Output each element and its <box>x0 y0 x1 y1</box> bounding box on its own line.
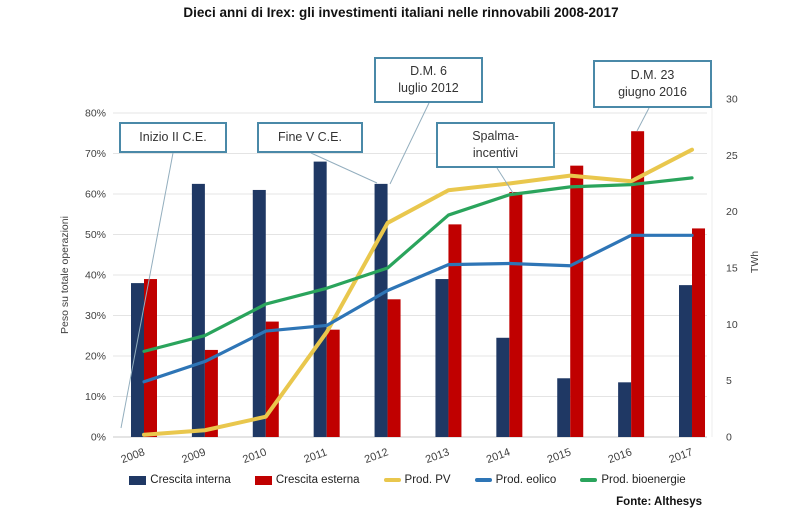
y-axis-right-tick-15: 15 <box>726 263 738 275</box>
bar-crescita-esterna-2013 <box>448 224 462 437</box>
x-axis-tick-2012: 2012 <box>363 446 390 466</box>
annotation-leader-fine-v-ce <box>310 152 378 184</box>
bar-crescita-interna-2011 <box>313 161 327 437</box>
x-axis-tick-2014: 2014 <box>485 446 512 466</box>
bar-crescita-esterna-2011 <box>326 329 340 437</box>
x-axis-tick-2016: 2016 <box>607 446 634 466</box>
annotation-leader-inizio-ii-ce <box>120 152 174 429</box>
bar-crescita-interna-2008 <box>131 283 144 437</box>
annotation-inizio-ii-ce: Inizio II C.E. <box>119 122 227 153</box>
y-axis-left-tick-60%: 60% <box>85 189 106 201</box>
bar-crescita-esterna-2009 <box>204 349 218 437</box>
legend-label-crescita-esterna: Crescita esterna <box>275 474 360 486</box>
legend-label-prod-pv: Prod. PV <box>404 474 451 486</box>
bar-crescita-interna-2012 <box>374 183 388 437</box>
annotation-dm-6-luglio-2012: D.M. 6 luglio 2012 <box>374 57 483 103</box>
y-axis-left-tick-0%: 0% <box>91 432 106 444</box>
line-prod-eolico <box>142 233 694 384</box>
bar-crescita-esterna-2016 <box>631 131 645 437</box>
line-prod-pv <box>142 147 695 437</box>
line-prod-bioenergie <box>142 176 694 353</box>
bar-crescita-esterna-2017 <box>692 228 706 437</box>
bar-crescita-interna-2013 <box>435 279 449 437</box>
bar-crescita-interna-2016 <box>618 382 632 437</box>
annotation-spalma-incentivi: Spalma- incentivi <box>436 122 555 168</box>
bar-crescita-interna-2017 <box>679 285 693 437</box>
bar-crescita-esterna-2015 <box>570 165 584 437</box>
legend-item-prod-eolico: Prod. eolico <box>474 474 557 486</box>
legend-item-prod-pv: Prod. PV <box>383 474 451 486</box>
legend-swatch-crescita-interna <box>129 475 147 485</box>
chart-title: Dieci anni di Irex: gli investimenti ita… <box>183 5 619 20</box>
y-axis-right-tick-10: 10 <box>726 319 738 331</box>
y-axis-left-tick-40%: 40% <box>85 270 106 282</box>
y-axis-right-tick-25: 25 <box>726 150 738 162</box>
y-axis-left-tick-10%: 10% <box>85 391 106 403</box>
y-axis-left-tick-30%: 30% <box>85 310 106 322</box>
legend-swatch-prod-bioenergie <box>580 478 598 482</box>
y-axis-right-tick-30: 30 <box>726 94 738 106</box>
legend-swatch-crescita-esterna <box>254 475 272 485</box>
legend-item-crescita-interna: Crescita interna <box>129 474 231 486</box>
annotation-dm-23-giugno-2016: D.M. 23 giugno 2016 <box>593 60 712 108</box>
y-axis-right-tick-5: 5 <box>726 375 732 387</box>
legend-label-prod-eolico: Prod. eolico <box>495 474 557 486</box>
bar-crescita-interna-2015 <box>557 378 571 437</box>
y-axis-right-title: TWh <box>749 251 761 273</box>
x-axis-tick-2010: 2010 <box>241 446 268 466</box>
source-label: Fonte: Althesys <box>616 496 702 508</box>
y-axis-left-tick-50%: 50% <box>85 229 106 241</box>
x-axis-tick-2008: 2008 <box>119 446 146 466</box>
bar-crescita-esterna-2010 <box>265 321 279 437</box>
x-axis-tick-2009: 2009 <box>180 446 207 466</box>
chart-legend: Crescita interna Crescita esterna Prod. … <box>105 474 710 486</box>
legend-item-prod-bioenergie: Prod. bioenergie <box>580 474 686 486</box>
bar-crescita-interna-2009 <box>191 183 205 437</box>
y-axis-right-tick-0: 0 <box>726 432 732 444</box>
x-axis-tick-2011: 2011 <box>302 446 328 465</box>
legend-label-prod-bioenergie: Prod. bioenergie <box>601 474 686 486</box>
annotation-fine-v-ce: Fine V C.E. <box>257 122 363 153</box>
annotation-leader-spalma-incentivi <box>496 167 514 194</box>
bar-crescita-interna-2014 <box>496 337 510 437</box>
y-axis-left-title: Peso su totale operazioni <box>59 216 71 334</box>
legend-item-crescita-esterna: Crescita esterna <box>254 474 360 486</box>
y-axis-left-tick-80%: 80% <box>85 108 106 120</box>
y-axis-right-tick-20: 20 <box>726 206 738 218</box>
y-axis-left-tick-70%: 70% <box>85 148 106 160</box>
y-axis-left-tick-20%: 20% <box>85 351 106 363</box>
bar-crescita-esterna-2012 <box>387 299 401 437</box>
legend-swatch-prod-pv <box>383 478 401 482</box>
bar-crescita-interna-2010 <box>252 189 266 437</box>
x-axis-tick-2015: 2015 <box>546 446 573 466</box>
bar-crescita-esterna-2008 <box>144 279 157 437</box>
annotation-leader-dm-23-giugno-2016 <box>636 107 650 132</box>
bar-crescita-esterna-2014 <box>509 191 523 437</box>
legend-label-crescita-interna: Crescita interna <box>150 474 231 486</box>
legend-swatch-prod-eolico <box>474 478 492 482</box>
annotation-leader-dm-6-luglio-2012 <box>389 102 430 185</box>
x-axis-tick-2013: 2013 <box>424 446 451 466</box>
x-axis-tick-2017: 2017 <box>667 446 694 466</box>
